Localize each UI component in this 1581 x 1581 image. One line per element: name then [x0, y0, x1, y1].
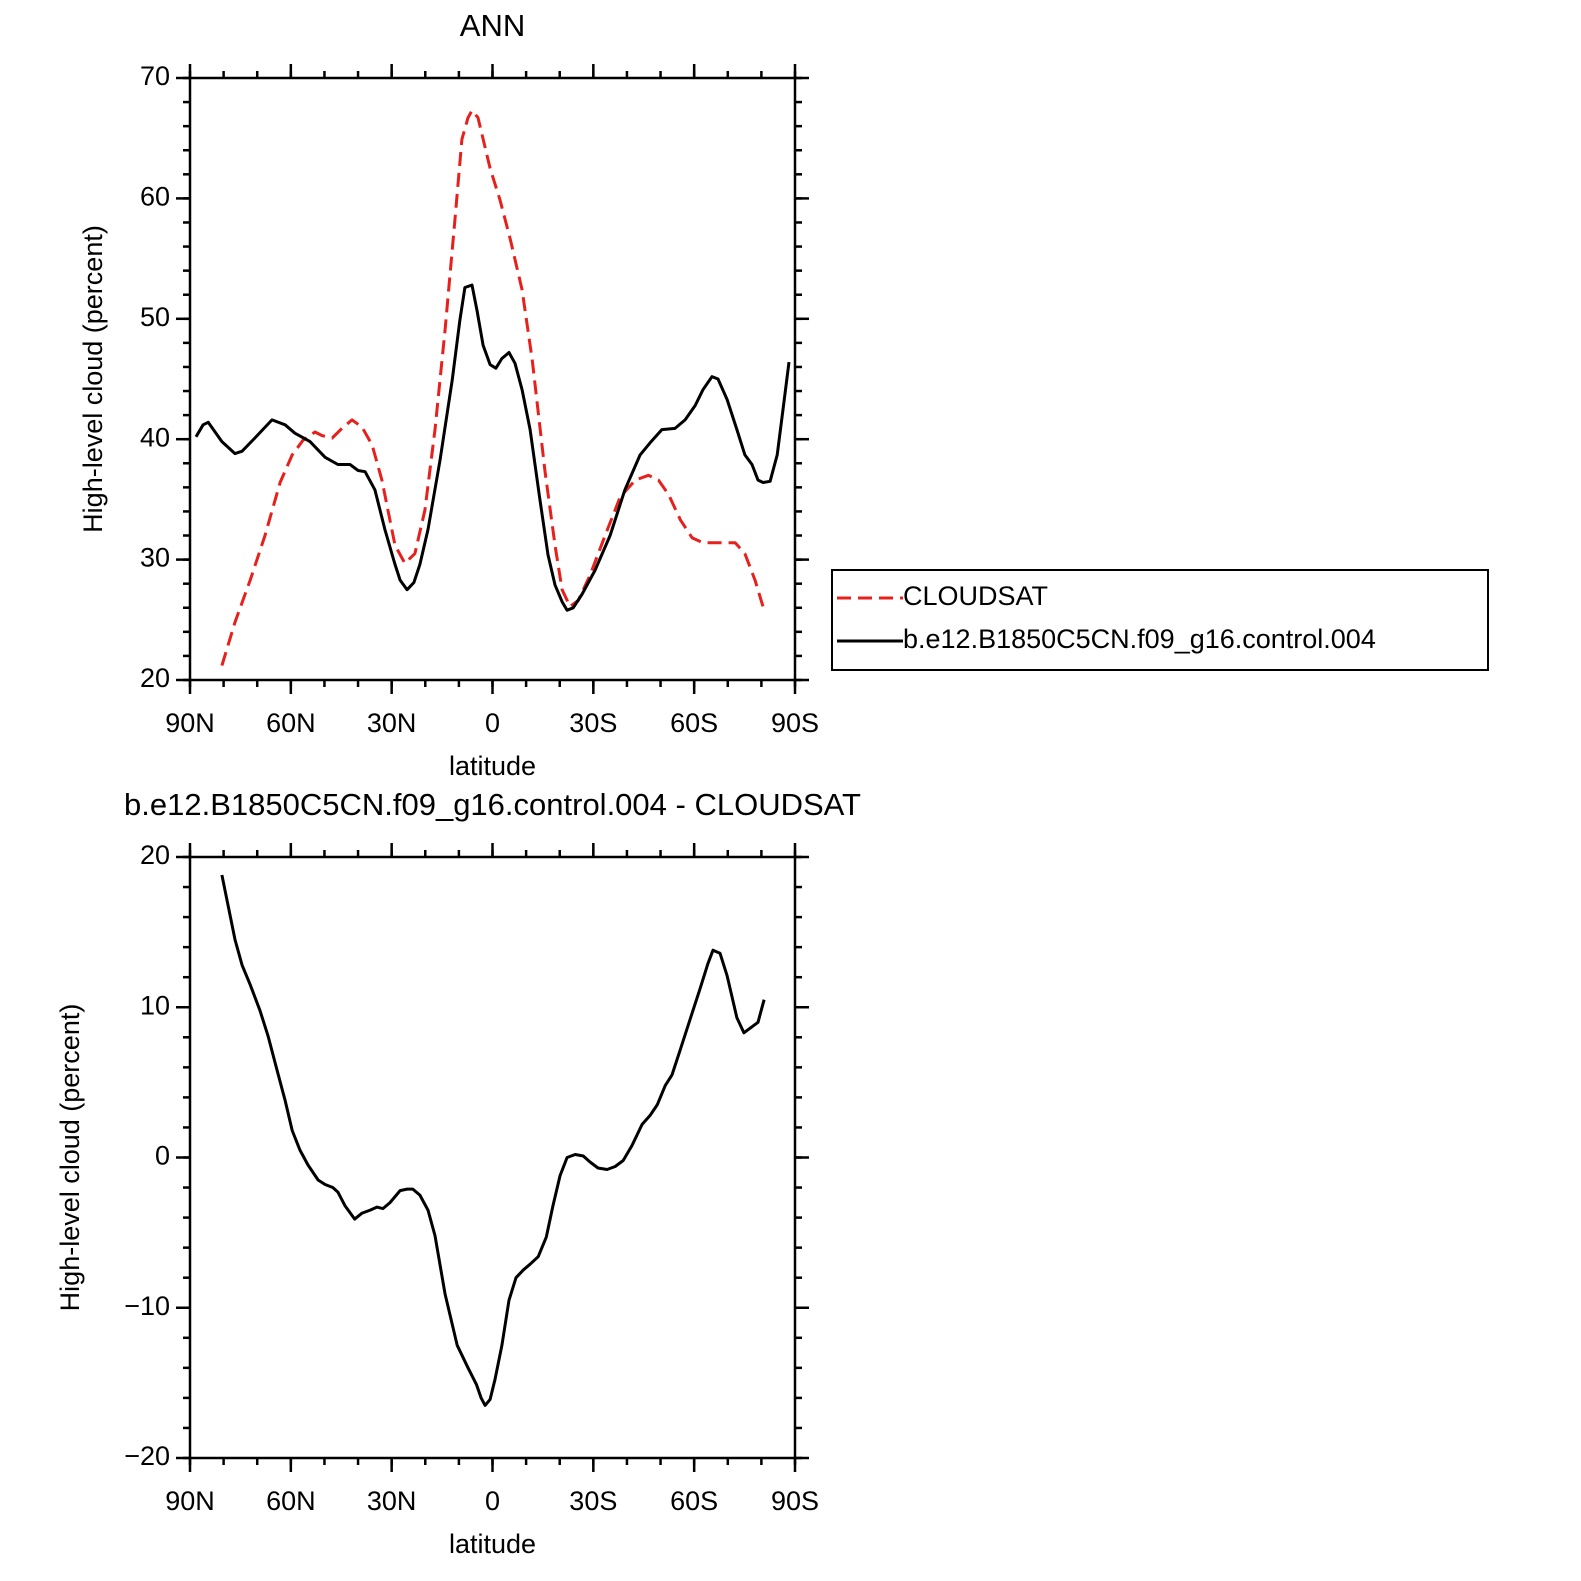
x-tick-label: 90N: [165, 1486, 215, 1516]
x-tick-label: 60N: [266, 1486, 316, 1516]
x-tick-label: 60S: [670, 708, 718, 738]
x-axis-label: latitude: [449, 751, 536, 781]
legend-label: b.e12.B1850C5CN.f09_g16.control.004: [903, 624, 1376, 654]
y-tick-label: 40: [140, 422, 170, 452]
y-tick-label: −10: [124, 1291, 170, 1321]
x-tick-label: 90N: [165, 708, 215, 738]
x-axis-label: latitude: [449, 1529, 536, 1559]
y-tick-label: 0: [155, 1141, 170, 1171]
legend-label: CLOUDSAT: [903, 581, 1048, 611]
y-tick-label: 30: [140, 543, 170, 573]
y-tick-label: 60: [140, 182, 170, 212]
x-tick-label: 30S: [569, 1486, 617, 1516]
y-tick-label: 50: [140, 302, 170, 332]
x-tick-label: 30N: [367, 708, 417, 738]
x-tick-label: 60S: [670, 1486, 718, 1516]
y-tick-label: 20: [140, 663, 170, 693]
plot-frame: [188, 855, 797, 1460]
data-line: [220, 109, 766, 667]
data-line: [220, 874, 766, 1407]
x-tick-label: 90S: [771, 1486, 819, 1516]
plot-frame: [188, 76, 797, 682]
y-tick-label: 10: [140, 990, 170, 1020]
x-tick-label: 0: [485, 1486, 500, 1516]
y-axis-label: High-level cloud (percent): [78, 225, 108, 533]
y-tick-label: 70: [140, 61, 170, 91]
legend-box: [831, 569, 1489, 671]
x-tick-label: 30S: [569, 708, 617, 738]
y-tick-label: 20: [140, 840, 170, 870]
x-tick-label: 0: [485, 708, 500, 738]
x-tick-label: 60N: [266, 708, 316, 738]
chart-title: b.e12.B1850C5CN.f09_g16.control.004 - CL…: [124, 787, 861, 822]
data-line: [194, 283, 791, 612]
y-tick-label: −20: [124, 1441, 170, 1471]
x-tick-label: 30N: [367, 1486, 417, 1516]
x-tick-label: 90S: [771, 708, 819, 738]
y-axis-label: High-level cloud (percent): [55, 1004, 85, 1312]
chart-title: ANN: [460, 8, 525, 43]
